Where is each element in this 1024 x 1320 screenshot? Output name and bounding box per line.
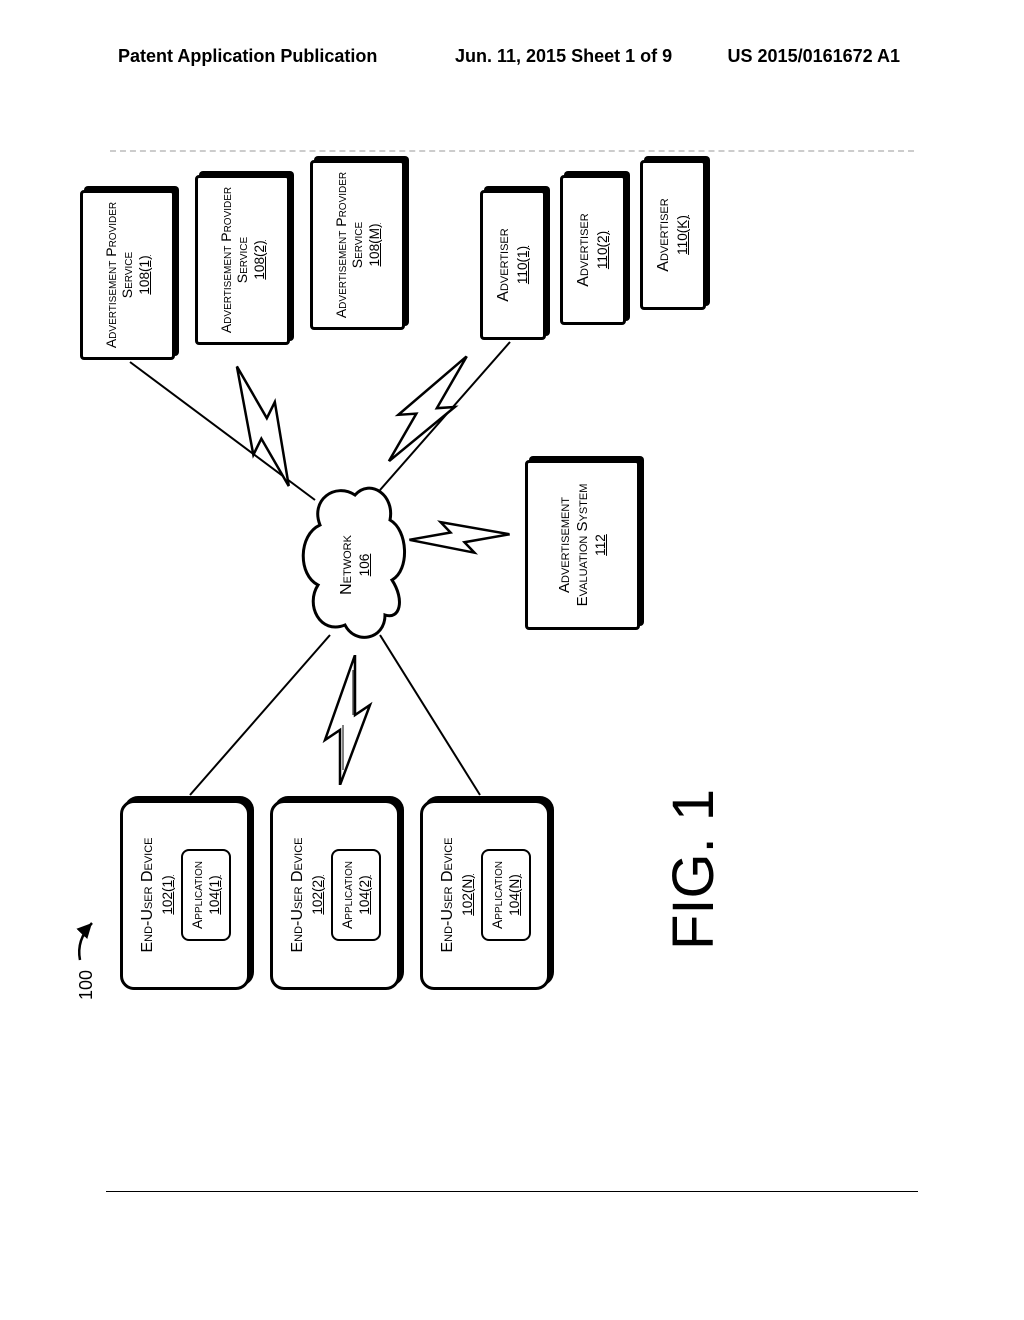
header-right: US 2015/0161672 A1 (728, 46, 900, 67)
figure-label: FIG. 1 (660, 789, 727, 950)
figure-1-diagram: 100 End-User Device 102(1) Application 1… (60, 210, 940, 1010)
bolt-icon (320, 655, 380, 785)
connector-lines (60, 130, 860, 1010)
header-mid: Jun. 11, 2015 Sheet 1 of 9 (455, 46, 672, 67)
header-left: Patent Application Publication (118, 46, 377, 67)
footer-rule (106, 1191, 918, 1192)
patent-figure-page: Patent Application Publication Jun. 11, … (0, 0, 1024, 1320)
